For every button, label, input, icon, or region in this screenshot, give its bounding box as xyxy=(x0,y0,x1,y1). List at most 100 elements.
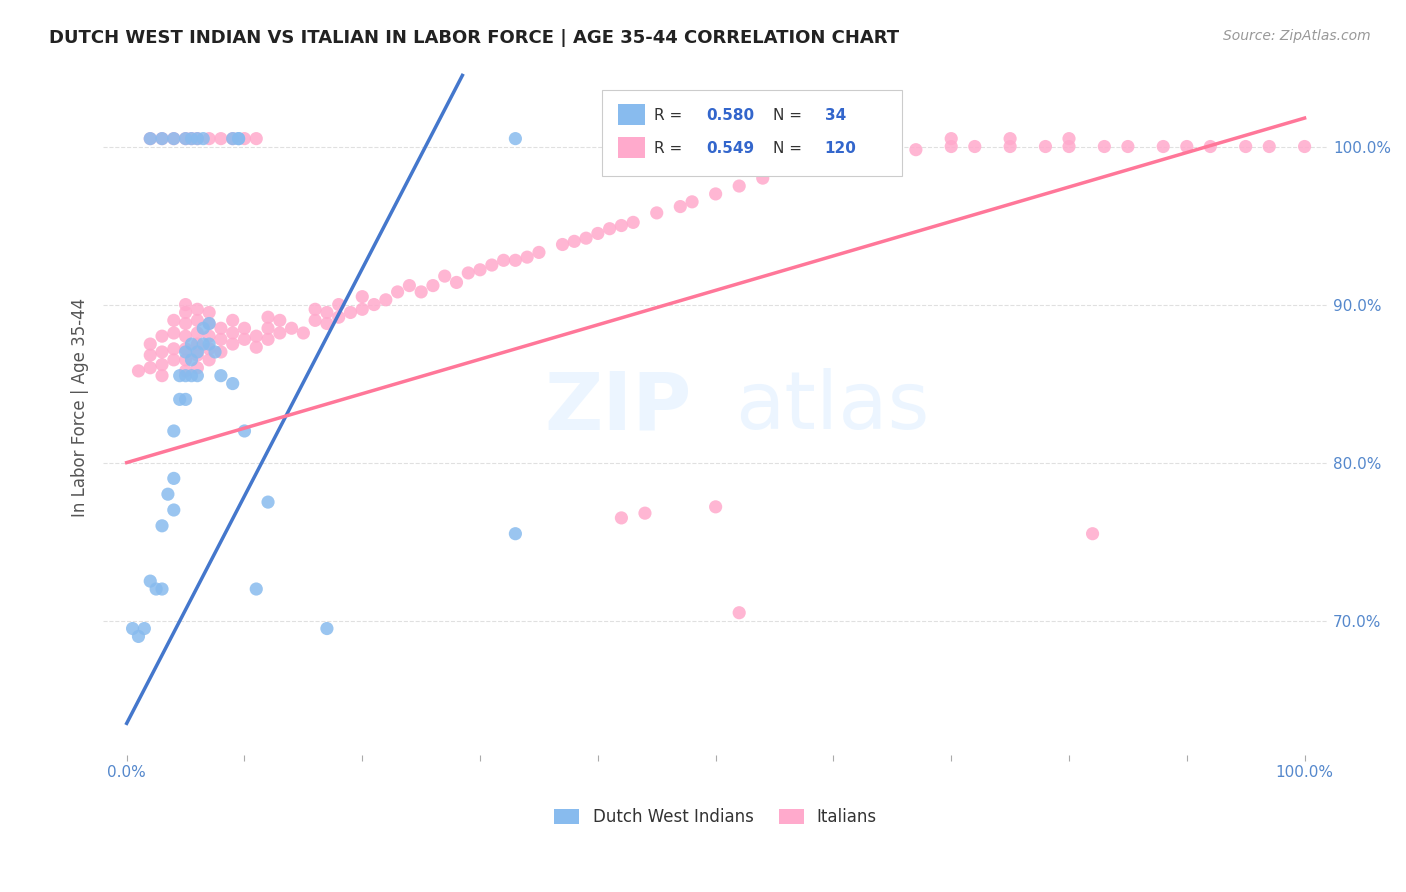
Point xyxy=(387,285,409,299)
Text: N =: N = xyxy=(773,141,807,156)
Point xyxy=(156,487,179,501)
Point xyxy=(150,131,173,145)
Point xyxy=(186,131,208,145)
Point xyxy=(363,297,385,311)
Text: DUTCH WEST INDIAN VS ITALIAN IN LABOR FORCE | AGE 35-44 CORRELATION CHART: DUTCH WEST INDIAN VS ITALIAN IN LABOR FO… xyxy=(49,29,900,46)
Text: R =: R = xyxy=(654,141,688,156)
Point xyxy=(398,278,420,293)
Point xyxy=(193,337,215,351)
Point xyxy=(728,606,751,620)
Point xyxy=(186,131,208,145)
Point xyxy=(139,360,162,375)
Point xyxy=(823,155,845,169)
Point xyxy=(681,194,703,209)
Point xyxy=(645,206,668,220)
Text: ZIP: ZIP xyxy=(544,368,692,446)
Point xyxy=(139,337,162,351)
Point xyxy=(139,131,162,145)
Point xyxy=(150,582,173,596)
Point xyxy=(186,348,208,362)
Point xyxy=(150,368,173,383)
Point xyxy=(139,574,162,588)
Point xyxy=(163,342,186,356)
Point xyxy=(209,368,232,383)
Point xyxy=(150,358,173,372)
Point xyxy=(150,329,173,343)
Point xyxy=(551,237,574,252)
FancyBboxPatch shape xyxy=(602,89,901,177)
Point xyxy=(505,131,527,145)
Point xyxy=(180,368,202,383)
Point xyxy=(328,297,350,311)
Point xyxy=(1116,139,1139,153)
Point xyxy=(328,310,350,325)
Point xyxy=(998,139,1021,153)
Point xyxy=(198,317,221,331)
Point xyxy=(492,253,515,268)
Point xyxy=(846,151,869,165)
Point xyxy=(704,500,727,514)
Point xyxy=(941,131,963,145)
Point xyxy=(222,313,245,327)
Point xyxy=(163,424,186,438)
Point xyxy=(562,235,585,249)
Point xyxy=(163,352,186,367)
Point xyxy=(233,321,256,335)
Point xyxy=(198,131,221,145)
Point xyxy=(245,131,267,145)
Point xyxy=(222,131,245,145)
Point xyxy=(186,313,208,327)
Point xyxy=(209,345,232,359)
Point xyxy=(245,340,267,354)
Point xyxy=(1057,139,1080,153)
Point xyxy=(704,186,727,201)
Point xyxy=(228,131,250,145)
Text: R =: R = xyxy=(654,109,688,123)
Point xyxy=(457,266,479,280)
Point xyxy=(163,313,186,327)
Point xyxy=(941,139,963,153)
Text: 0.549: 0.549 xyxy=(706,141,754,156)
Text: atlas: atlas xyxy=(735,368,929,446)
Point xyxy=(163,326,186,340)
Point xyxy=(150,131,173,145)
Point xyxy=(233,131,256,145)
Point xyxy=(186,360,208,375)
Point xyxy=(610,511,633,525)
Legend: Dutch West Indians, Italians: Dutch West Indians, Italians xyxy=(547,802,883,833)
Point xyxy=(163,503,186,517)
Point xyxy=(174,392,197,407)
Point xyxy=(174,368,197,383)
Point xyxy=(169,368,191,383)
Point xyxy=(174,352,197,367)
Point xyxy=(186,345,208,359)
Point xyxy=(257,495,280,509)
Point xyxy=(180,131,202,145)
Point xyxy=(621,215,644,229)
Point xyxy=(316,622,339,636)
Point xyxy=(174,364,197,378)
Point xyxy=(904,143,927,157)
Point xyxy=(422,278,444,293)
Point xyxy=(222,131,245,145)
Point xyxy=(269,313,291,327)
Point xyxy=(1092,139,1115,153)
Point xyxy=(209,131,232,145)
Point xyxy=(505,526,527,541)
Point xyxy=(751,171,773,186)
Point xyxy=(193,321,215,335)
Point xyxy=(1175,139,1198,153)
Point xyxy=(1152,139,1174,153)
Point xyxy=(198,305,221,319)
Point xyxy=(139,348,162,362)
Point xyxy=(1199,139,1222,153)
FancyBboxPatch shape xyxy=(617,136,644,158)
Point xyxy=(1258,139,1281,153)
Point xyxy=(374,293,396,307)
Point xyxy=(257,310,280,325)
Point xyxy=(121,622,143,636)
Point xyxy=(127,364,149,378)
Point xyxy=(292,326,315,340)
Point xyxy=(610,219,633,233)
Point xyxy=(150,345,173,359)
